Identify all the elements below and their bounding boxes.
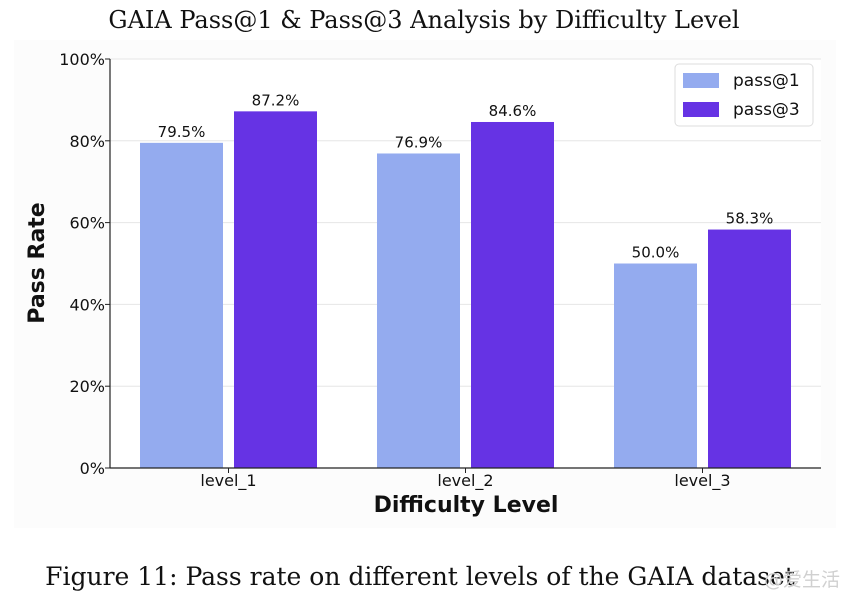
x-tick-label: level_1: [200, 471, 256, 491]
y-tick-label: 0%: [80, 459, 105, 478]
gridlines: [110, 58, 821, 387]
bar-value-label: 76.9%: [395, 133, 443, 151]
y-tick-label: 80%: [69, 132, 105, 151]
bar-pass3-level_3: [708, 229, 791, 468]
bar-pass1-level_3: [614, 263, 697, 468]
x-tick-labels: level_1 level_2 level_3: [200, 468, 731, 491]
x-tick-label: level_2: [437, 471, 493, 491]
legend: pass@1 pass@3: [674, 63, 814, 127]
bars: [140, 111, 791, 469]
bar-pass3-level_1: [234, 111, 317, 469]
legend-label-pass1: pass@1: [733, 71, 800, 91]
plot-area: [110, 59, 821, 468]
bar-value-label: 79.5%: [158, 123, 206, 141]
bar-value-label: 87.2%: [252, 91, 300, 109]
y-axis-label: Pass Rate: [25, 202, 50, 323]
bar-value-label: 84.6%: [489, 102, 537, 120]
y-tick-label: 100%: [59, 50, 105, 69]
y-tick-label: 60%: [69, 214, 105, 233]
y-tick-label: 20%: [69, 377, 105, 396]
watermark: @爱生活: [764, 569, 840, 591]
bar-value-label: 58.3%: [726, 210, 774, 228]
y-tick-labels: 0% 20% 40% 60% 80% 100%: [59, 50, 110, 478]
figure-caption: Figure 11: Pass rate on different levels…: [45, 562, 795, 591]
legend-label-pass3: pass@3: [733, 100, 800, 120]
legend-swatch-pass1: [683, 73, 719, 88]
bar-pass1-level_2: [377, 153, 460, 468]
bar-value-labels: 79.5% 87.2% 76.9% 84.6% 50.0% 58.3%: [158, 91, 774, 261]
bar-pass3-level_2: [471, 121, 554, 469]
bar-value-label: 50.0%: [632, 244, 680, 262]
chart-title: GAIA Pass@1 & Pass@3 Analysis by Difficu…: [108, 6, 739, 34]
bar-pass1-level_1: [140, 142, 223, 468]
x-tick-label: level_3: [674, 471, 730, 491]
y-tick-label: 40%: [69, 295, 105, 314]
legend-swatch-pass3: [683, 102, 719, 117]
x-axis-label: Difficulty Level: [374, 493, 559, 518]
